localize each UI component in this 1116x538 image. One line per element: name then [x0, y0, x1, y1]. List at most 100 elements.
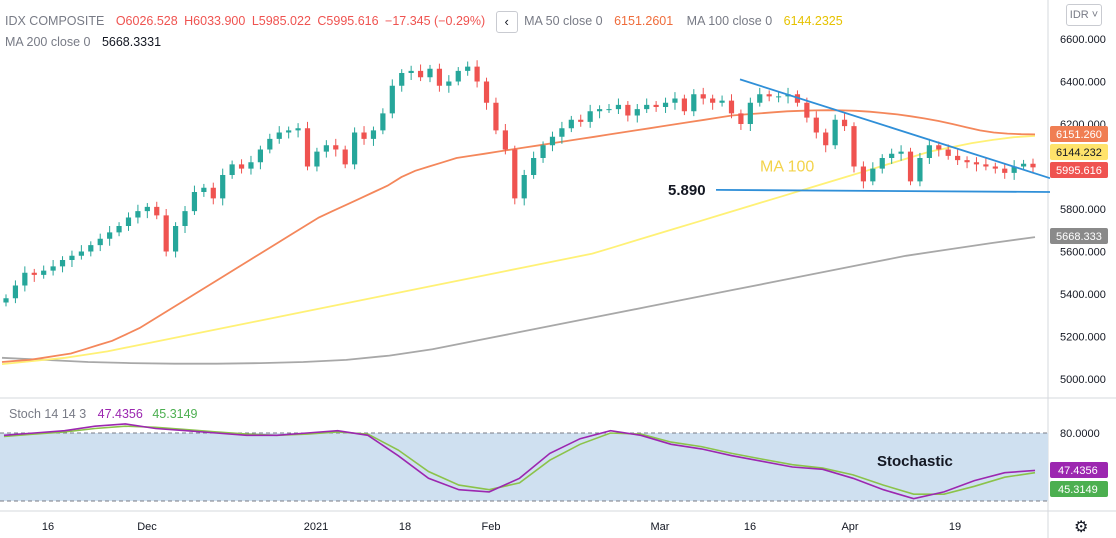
candle-body	[342, 149, 348, 165]
candle-body	[229, 164, 235, 175]
candle-body	[644, 104, 650, 110]
high-value: H6033.900	[184, 14, 246, 29]
candle-body	[841, 119, 848, 127]
candle-body	[361, 132, 367, 139]
candle-body	[662, 102, 669, 107]
candle-body	[926, 145, 932, 158]
ma200-value: 5668.3331	[101, 35, 162, 49]
candle-body	[333, 145, 339, 150]
candle-body	[559, 128, 565, 137]
candle-body	[870, 168, 876, 182]
candle-body	[41, 270, 47, 275]
stoch-band	[0, 433, 1048, 501]
candle-body	[907, 151, 914, 182]
x-tick-label: Feb	[482, 521, 501, 533]
gear-icon[interactable]: ⚙	[1074, 519, 1089, 536]
candle-body	[502, 130, 508, 150]
resistance-trendline	[739, 78, 1051, 180]
candle-body	[549, 136, 556, 146]
price-label-box	[1050, 162, 1108, 178]
symbol-name: IDX COMPOSITE	[5, 14, 105, 29]
x-tick-label: 16	[744, 521, 756, 533]
candle-body	[257, 149, 263, 163]
candle-body	[747, 102, 753, 124]
candle-body	[1002, 168, 1008, 173]
support-annotation: 5.890	[668, 182, 706, 199]
candle-body	[116, 226, 122, 233]
ma200-line	[1, 236, 1036, 365]
candle-body	[154, 206, 160, 216]
candle-body	[625, 104, 631, 116]
price-label-text: 6144.232	[1056, 147, 1102, 159]
y-tick-label: 6600.000	[1060, 34, 1106, 46]
candle-body	[578, 119, 584, 122]
candle-body	[804, 102, 810, 118]
candle-body	[135, 211, 141, 218]
candle-body	[710, 98, 716, 103]
x-tick-label: 16	[42, 521, 54, 533]
price-label-box	[1050, 228, 1108, 244]
stoch-label-text: 47.4356	[1058, 465, 1098, 477]
candle-body	[88, 245, 94, 252]
candle-body	[983, 164, 989, 167]
candle-body	[568, 119, 574, 129]
stoch-k-line	[3, 423, 1036, 500]
candle-body	[97, 238, 103, 246]
x-tick-label: 19	[949, 521, 961, 533]
candle-body	[1011, 166, 1017, 173]
candle-body	[719, 100, 725, 103]
stoch-d-value: 45.3149	[152, 407, 198, 421]
ma100-annotation: MA 100	[760, 159, 814, 176]
price-label-text: 6151.260	[1056, 129, 1102, 141]
candle-body	[596, 109, 603, 112]
candle-body	[917, 158, 923, 182]
support-trendline	[715, 188, 1051, 193]
ma50-value: 6151.2601	[614, 14, 674, 29]
x-tick-label: Mar	[651, 521, 670, 533]
price-label-box	[1050, 144, 1108, 160]
candle-body	[493, 102, 499, 131]
candle-body	[267, 138, 273, 150]
chevron-left-icon[interactable]: ‹	[495, 11, 518, 33]
candle-body	[238, 164, 245, 169]
currency-label: IDR	[1069, 9, 1089, 21]
candle-body	[465, 66, 471, 71]
candle-body	[483, 81, 490, 103]
candle-body	[587, 111, 593, 122]
price-label-text: 5668.333	[1056, 231, 1102, 243]
candle-body	[531, 158, 537, 175]
candle-body	[389, 85, 395, 114]
candle-body	[323, 145, 329, 152]
y-tick-label: 5000.000	[1060, 374, 1106, 386]
candle-body	[304, 128, 311, 167]
ma100-value: 6144.2325	[783, 14, 843, 29]
candle-body	[436, 68, 443, 86]
candle-body	[220, 175, 226, 199]
candle-body	[399, 73, 405, 86]
candle-body	[31, 272, 37, 275]
candle-body	[59, 260, 66, 267]
open-value: O6026.528	[115, 14, 178, 29]
stoch-label-box	[1050, 481, 1108, 497]
candle-body	[728, 100, 735, 114]
y-tick-label: 6400.000	[1060, 77, 1106, 89]
close-value: C5995.616	[317, 14, 379, 29]
price-label-text: 5995.616	[1056, 165, 1102, 177]
candle-body	[191, 192, 198, 212]
candle-body	[163, 215, 169, 252]
candle-body	[823, 132, 829, 146]
ma50-line	[1, 109, 1036, 363]
stoch-label-text: 45.3149	[1058, 484, 1098, 496]
candle-body	[964, 160, 970, 163]
candle-body	[766, 94, 772, 97]
currency-dropdown[interactable]: IDR ˅	[1066, 4, 1102, 26]
candle-body	[757, 94, 763, 103]
candle-body	[446, 81, 452, 86]
candle-body	[78, 251, 84, 256]
stoch-k-value: 47.4356	[97, 407, 143, 421]
candle-body	[22, 272, 28, 286]
x-tick-label: Dec	[137, 521, 157, 533]
candle-body	[380, 113, 386, 131]
candle-body	[182, 211, 188, 226]
